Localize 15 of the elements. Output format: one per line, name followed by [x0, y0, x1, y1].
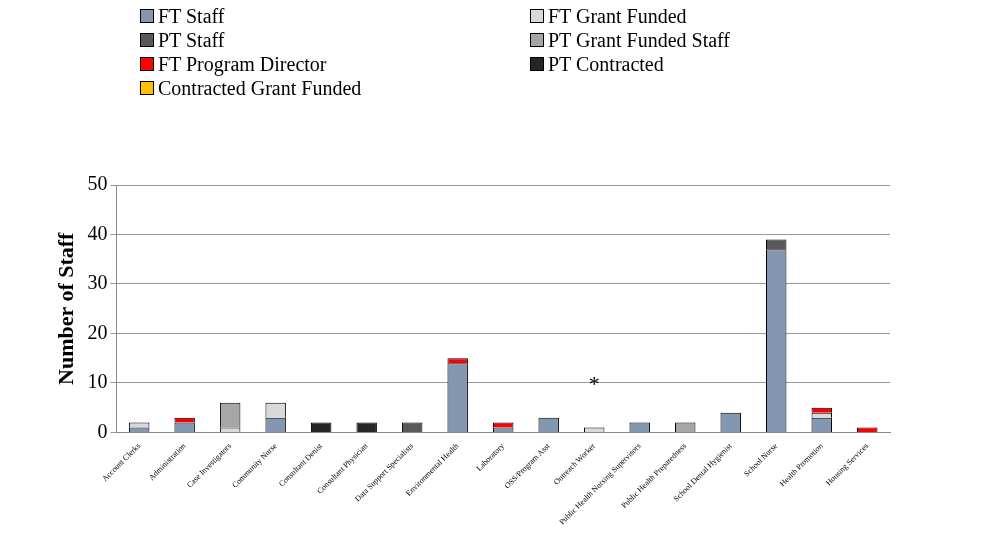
- legend-label: FT Staff: [158, 4, 225, 28]
- annotation: *: [588, 371, 600, 397]
- legend-label: FT Grant Funded: [548, 4, 687, 28]
- legend-label: PT Contracted: [548, 52, 664, 76]
- y-tick-label: 10: [87, 370, 108, 393]
- y-axis-title: Number of Staff: [52, 231, 78, 385]
- y-tick-label: 30: [87, 271, 108, 294]
- y-tick-label: 40: [87, 221, 108, 244]
- legend-label: PT Grant Funded Staff: [548, 28, 731, 52]
- y-tick-label: 20: [87, 320, 108, 343]
- y-tick-label: 50: [87, 172, 108, 195]
- legend-label: PT Staff: [158, 28, 225, 52]
- legend-label: FT Program Director: [158, 52, 327, 76]
- y-tick-label: 0: [97, 419, 108, 442]
- legend-label: Contracted Grant Funded: [158, 76, 362, 100]
